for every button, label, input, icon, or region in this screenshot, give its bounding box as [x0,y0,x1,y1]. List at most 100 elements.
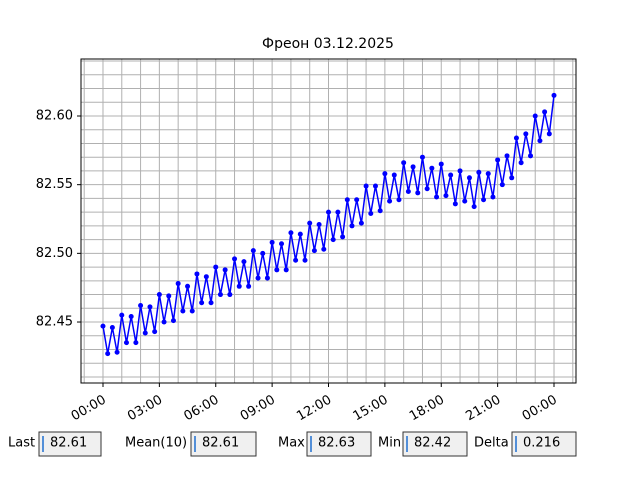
data-point [509,175,515,181]
data-point [217,292,223,298]
data-point [236,283,242,289]
stat-value: 0.216 [523,436,560,451]
data-point [481,197,487,203]
data-point [100,323,106,329]
data-point [448,172,454,178]
data-point [138,303,144,309]
data-point [382,171,388,177]
data-point [166,293,172,299]
data-point [546,131,552,137]
data-point [504,153,510,159]
stat-label: Min [378,436,401,451]
data-point [457,168,463,174]
data-point [466,175,472,181]
data-point [513,135,519,141]
data-point [372,183,378,189]
data-point [542,109,548,115]
data-point [551,92,557,98]
data-point [499,182,505,188]
data-point [142,330,148,336]
stat-field [306,431,372,457]
stat-label: Delta [474,436,509,451]
data-point [443,193,449,199]
data-point [476,169,482,175]
data-point [438,161,444,167]
data-point [518,160,524,166]
data-point [311,248,317,254]
data-point [288,230,294,236]
data-point [528,153,534,159]
data-point [297,231,303,237]
data-point [283,267,289,273]
data-point [119,312,125,318]
stat-field [402,431,468,457]
data-point [250,248,256,254]
data-point [302,257,308,263]
data-point [490,194,496,200]
y-tick-label: 82.45 [36,315,73,330]
chart-title: Фреон 03.12.2025 [262,36,394,52]
data-point [316,222,322,228]
data-point [189,308,195,314]
data-point [180,308,186,314]
data-point [419,154,425,160]
data-point [462,198,468,204]
plot-frame [80,58,577,384]
data-point [485,171,491,177]
stat-label: Last [8,436,35,451]
stat-field [190,431,257,457]
stat-label: Mean(10) [125,436,187,451]
data-point [377,208,383,214]
data-point [161,319,167,325]
data-point [208,300,214,306]
data-point [307,220,313,226]
data-point [434,194,440,200]
data-point [194,271,200,277]
data-point [349,223,355,229]
data-point [354,197,360,203]
data-point [405,189,411,195]
data-point [128,314,134,320]
data-point [532,113,538,119]
data-point [123,340,129,346]
data-point [330,237,336,243]
data-point [410,164,416,170]
data-point [170,318,176,324]
data-point [368,211,374,217]
data-point [105,351,111,357]
data-point [264,275,270,281]
stat-field [511,431,577,457]
data-point [293,257,299,263]
data-point [269,239,275,245]
data-point [415,190,421,196]
data-point [452,201,458,207]
data-point [279,241,285,247]
data-point [537,138,543,144]
data-point [175,281,181,287]
stat-value: 82.61 [50,436,87,451]
stat-label: Max [278,436,305,451]
data-point [387,198,393,204]
data-point [222,267,228,273]
data-point [255,275,261,281]
stat-value: 82.42 [414,436,451,451]
data-point [495,157,501,163]
data-point [471,204,477,210]
data-point [401,160,407,166]
data-point [109,325,115,331]
stat-field [38,431,102,457]
data-point [199,300,205,306]
data-point [147,304,153,310]
data-point [203,274,209,280]
data-point [185,283,191,289]
data-point [246,283,252,289]
y-tick-label: 82.55 [36,177,73,192]
data-point [260,250,266,256]
y-tick-label: 82.60 [36,108,73,123]
data-point [396,197,402,203]
data-point [391,172,397,178]
data-point [523,131,529,137]
data-point [326,209,331,215]
data-point [133,340,139,346]
